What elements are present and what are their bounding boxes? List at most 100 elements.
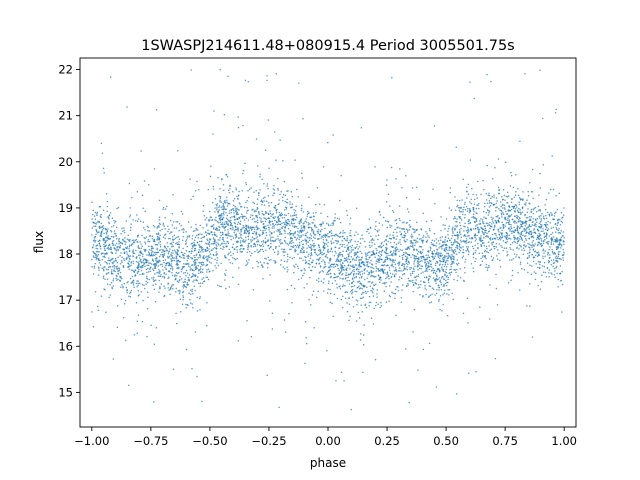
data-point xyxy=(506,234,509,236)
data-point xyxy=(466,297,469,299)
data-point xyxy=(269,220,272,223)
data-point xyxy=(272,194,274,197)
data-point xyxy=(283,209,286,211)
data-point xyxy=(307,222,310,224)
data-point xyxy=(238,267,240,269)
data-point xyxy=(200,249,203,251)
data-point xyxy=(363,291,365,294)
data-point xyxy=(527,226,529,229)
data-point xyxy=(385,277,387,280)
data-point xyxy=(235,228,238,231)
data-point xyxy=(94,262,97,265)
data-point xyxy=(121,242,124,245)
data-point xyxy=(518,232,520,235)
data-point xyxy=(462,208,464,211)
data-point xyxy=(326,350,328,352)
data-point xyxy=(303,287,305,289)
data-point xyxy=(413,259,416,261)
data-point xyxy=(510,174,513,177)
data-point xyxy=(221,222,224,224)
data-point xyxy=(543,218,546,220)
data-point xyxy=(293,212,296,214)
data-point xyxy=(499,201,502,203)
data-point xyxy=(255,233,257,236)
data-point xyxy=(177,249,180,252)
data-point xyxy=(274,239,276,242)
data-point xyxy=(440,283,443,286)
data-point xyxy=(408,246,410,248)
data-point xyxy=(250,187,252,189)
data-point xyxy=(551,214,553,217)
data-point xyxy=(182,272,185,274)
data-point xyxy=(465,186,468,189)
data-point xyxy=(242,217,244,219)
data-point xyxy=(150,254,153,257)
data-point xyxy=(508,220,511,223)
data-point xyxy=(389,224,391,226)
data-point xyxy=(519,261,522,264)
data-point xyxy=(98,261,101,264)
data-point xyxy=(424,281,426,284)
data-point xyxy=(323,246,325,248)
data-point xyxy=(239,232,241,234)
data-point xyxy=(511,218,514,221)
data-point xyxy=(264,237,267,239)
data-point xyxy=(541,117,544,120)
data-point xyxy=(431,293,433,295)
data-point xyxy=(267,224,269,227)
data-point xyxy=(256,241,258,243)
data-point xyxy=(157,275,160,278)
data-point xyxy=(487,214,490,216)
data-point xyxy=(388,237,391,240)
data-point xyxy=(346,310,349,313)
data-point xyxy=(459,207,462,209)
data-point xyxy=(322,241,325,244)
data-point xyxy=(474,244,476,247)
data-point xyxy=(246,320,248,322)
data-point xyxy=(128,240,131,242)
data-point xyxy=(173,249,176,251)
data-point xyxy=(350,239,353,241)
data-point xyxy=(184,281,186,283)
data-point xyxy=(248,229,251,232)
data-point xyxy=(136,280,138,282)
data-point xyxy=(151,237,154,240)
data-point xyxy=(544,250,546,252)
data-point xyxy=(144,237,146,240)
data-point xyxy=(349,241,352,243)
data-point xyxy=(419,245,422,248)
data-point xyxy=(144,248,147,251)
data-point xyxy=(287,268,289,271)
data-point xyxy=(286,255,289,258)
data-point xyxy=(513,235,515,237)
data-point xyxy=(413,260,415,263)
data-point xyxy=(142,299,144,302)
data-point xyxy=(122,265,125,268)
data-point xyxy=(441,309,443,312)
data-point xyxy=(386,273,388,276)
data-point xyxy=(399,270,401,272)
data-point xyxy=(327,223,330,226)
data-point xyxy=(467,229,469,232)
data-point xyxy=(416,237,419,240)
data-point xyxy=(100,295,103,297)
data-point xyxy=(206,260,209,262)
data-point xyxy=(295,263,297,266)
data-point xyxy=(236,198,239,200)
data-point xyxy=(132,239,135,241)
data-point xyxy=(392,265,395,268)
data-point xyxy=(397,286,399,288)
data-point xyxy=(170,260,173,263)
data-point xyxy=(519,263,522,265)
data-point xyxy=(247,209,249,211)
data-point xyxy=(441,263,444,266)
data-point xyxy=(519,245,522,247)
data-point xyxy=(380,246,382,249)
data-point xyxy=(540,243,543,245)
data-point xyxy=(426,270,428,272)
data-point xyxy=(506,251,508,253)
data-point xyxy=(327,245,329,247)
data-point xyxy=(199,308,201,311)
data-point xyxy=(537,253,540,255)
data-point xyxy=(196,310,199,312)
